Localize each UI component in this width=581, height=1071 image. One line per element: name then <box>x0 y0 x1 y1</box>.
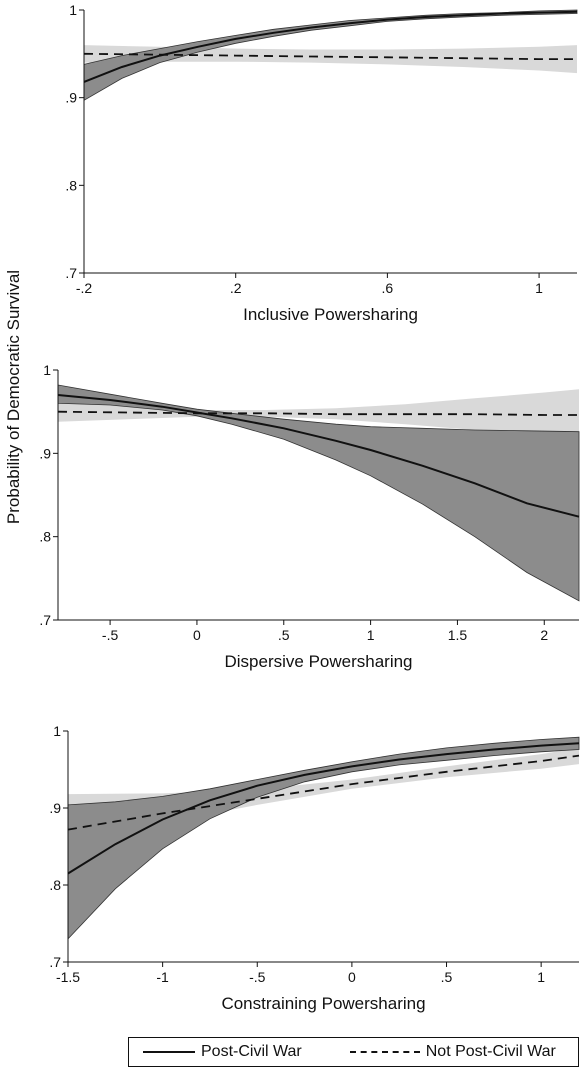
panel1-y-tick-label: .9 <box>65 90 77 106</box>
panel2-y-tick-label: .9 <box>39 445 51 461</box>
panel3-x-tick-label: 1 <box>537 969 545 985</box>
panel3-x-axis-label: Constraining Powersharing <box>221 994 425 1013</box>
panel3-y-tick-label: 1 <box>53 723 61 739</box>
panel3-x-tick-label: .5 <box>441 969 453 985</box>
panel2-x-tick-label: 1 <box>367 627 375 643</box>
panel1-x-axis-label: Inclusive Powersharing <box>243 305 418 324</box>
panel2-x-tick-label: 0 <box>193 627 201 643</box>
panel3-x-tick-label: 0 <box>348 969 356 985</box>
panel2-y-tick-label: 1 <box>43 362 51 378</box>
panel2-x-tick-label: -.5 <box>102 627 119 643</box>
panel2-y-tick-label: .8 <box>39 529 51 545</box>
panel3-ci-band-post-civil-war <box>67 736 580 940</box>
y-axis-label: Probability of Democratic Survival <box>4 270 23 524</box>
panel1-y-tick-label: .8 <box>65 177 77 193</box>
panel1-y-tick-label: .7 <box>65 265 77 281</box>
legend-item-post-civil-war: Post-Civil War <box>129 1043 302 1061</box>
panel2-x-tick-label: .5 <box>278 627 290 643</box>
panel2-x-axis-label: Dispersive Powersharing <box>224 652 412 671</box>
panel2-x-tick-label: 2 <box>540 627 548 643</box>
panel3-x-tick-label: -1.5 <box>56 969 80 985</box>
panel3-line-not-post-civil-war <box>67 754 580 831</box>
legend: Post-Civil War Not Post-Civil War <box>128 1037 579 1067</box>
panel3-x-tick-label: -1 <box>156 969 169 985</box>
panel3-ci-band-not-post-civil-war <box>68 747 579 843</box>
legend-dashed-line-icon <box>349 1051 420 1053</box>
panel1-x-tick-label: .6 <box>382 280 394 296</box>
panel1-x-tick-label: 1 <box>535 280 543 296</box>
panel1-line-not-post-civil-war <box>83 52 577 60</box>
panel2-y-tick-label: .7 <box>39 612 51 628</box>
legend-label-not-post-civil-war: Not Post-Civil War <box>425 1043 556 1060</box>
panel3-line-post-civil-war <box>67 742 580 875</box>
legend-label-post-civil-war: Post-Civil War <box>201 1043 302 1060</box>
panel3-x-tick-label: -.5 <box>249 969 266 985</box>
legend-item-not-post-civil-war: Not Post-Civil War <box>302 1043 556 1061</box>
legend-solid-line-icon <box>143 1051 195 1053</box>
panel1-ci-band-not-post-civil-war <box>84 45 577 74</box>
panel3-y-tick-label: .8 <box>49 877 61 893</box>
panel2-x-tick-label: 1.5 <box>448 627 468 643</box>
panel1-x-tick-label: -.2 <box>76 280 93 296</box>
panel3-y-tick-label: .9 <box>49 800 61 816</box>
panel2-line-not-post-civil-war <box>57 410 579 416</box>
panel1-y-tick-label: 1 <box>69 2 77 18</box>
panel2-line-post-civil-war <box>57 394 580 518</box>
panel1-x-tick-label: .2 <box>230 280 242 296</box>
panel3-y-tick-label: .7 <box>49 954 61 970</box>
